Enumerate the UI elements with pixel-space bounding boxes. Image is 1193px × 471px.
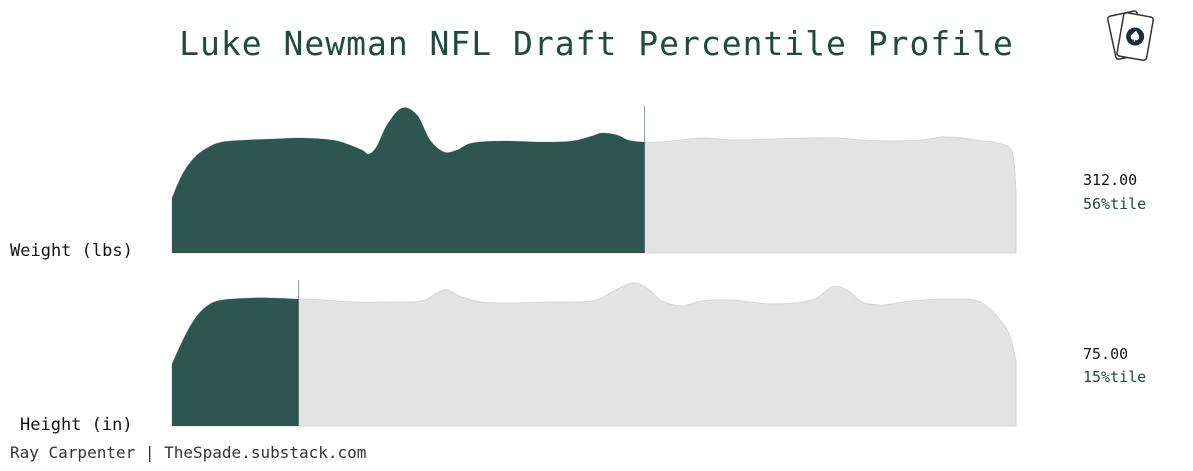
- percentile-weight: 56%tile: [1083, 195, 1147, 213]
- percentile-fill-0: [172, 107, 645, 253]
- spade-cards-logo-icon: [1107, 10, 1154, 62]
- percentile-height: 15%tile: [1083, 368, 1147, 386]
- value-height: 75.00: [1083, 345, 1129, 363]
- row-label-height: Height (in): [20, 415, 133, 435]
- percentile-fill-1: [172, 297, 299, 426]
- distribution-background-1: [171, 282, 1017, 427]
- chart-title: Luke Newman NFL Draft Percentile Profile: [179, 24, 1014, 63]
- value-weight: 312.00: [1083, 171, 1138, 189]
- footer-credit: Ray Carpenter | TheSpade.substack.com: [10, 443, 367, 462]
- row-label-weight: Weight (lbs): [10, 241, 133, 261]
